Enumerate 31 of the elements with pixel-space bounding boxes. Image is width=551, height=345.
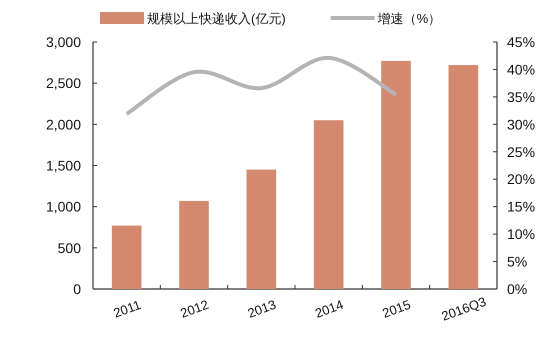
y-tick-label: 3,000 — [46, 34, 82, 50]
y2-tick-label: 30% — [507, 116, 536, 132]
x-tick-label: 2013 — [246, 296, 278, 321]
y2-tick-label: 20% — [507, 171, 536, 188]
legend-label: 增速（%） — [376, 11, 442, 26]
y-tick-label: 1,000 — [46, 198, 82, 215]
y-tick-label: 2,500 — [46, 75, 82, 92]
bar — [314, 120, 344, 289]
y-tick-label: 2,000 — [46, 116, 82, 132]
x-tick-label: 2015 — [380, 296, 413, 321]
y-tick-label: 500 — [58, 240, 82, 256]
y-tick-label: 0 — [73, 281, 82, 297]
y2-tick-label: 40% — [507, 61, 536, 78]
y2-tick-label: 0% — [507, 281, 528, 297]
y2-tick-label: 35% — [507, 88, 536, 105]
y-tick-label: 1,500 — [46, 158, 82, 174]
bar — [448, 65, 478, 289]
y2-tick-label: 10% — [507, 226, 536, 242]
y2-tick-label: 45% — [507, 34, 536, 50]
x-tick-label: 2011 — [111, 296, 143, 321]
legend-label: 规模以上快递收入(亿元) — [147, 11, 286, 26]
bar — [246, 170, 276, 289]
y2-tick-label: 25% — [507, 144, 536, 160]
line-series — [124, 56, 398, 116]
bar — [381, 60, 411, 289]
y2-tick-label: 15% — [507, 198, 536, 215]
x-tick-label: 2012 — [178, 296, 211, 321]
bar — [179, 200, 209, 289]
y2-tick-label: 5% — [507, 254, 528, 270]
bar — [112, 226, 142, 289]
x-tick-label: 2014 — [312, 296, 346, 321]
